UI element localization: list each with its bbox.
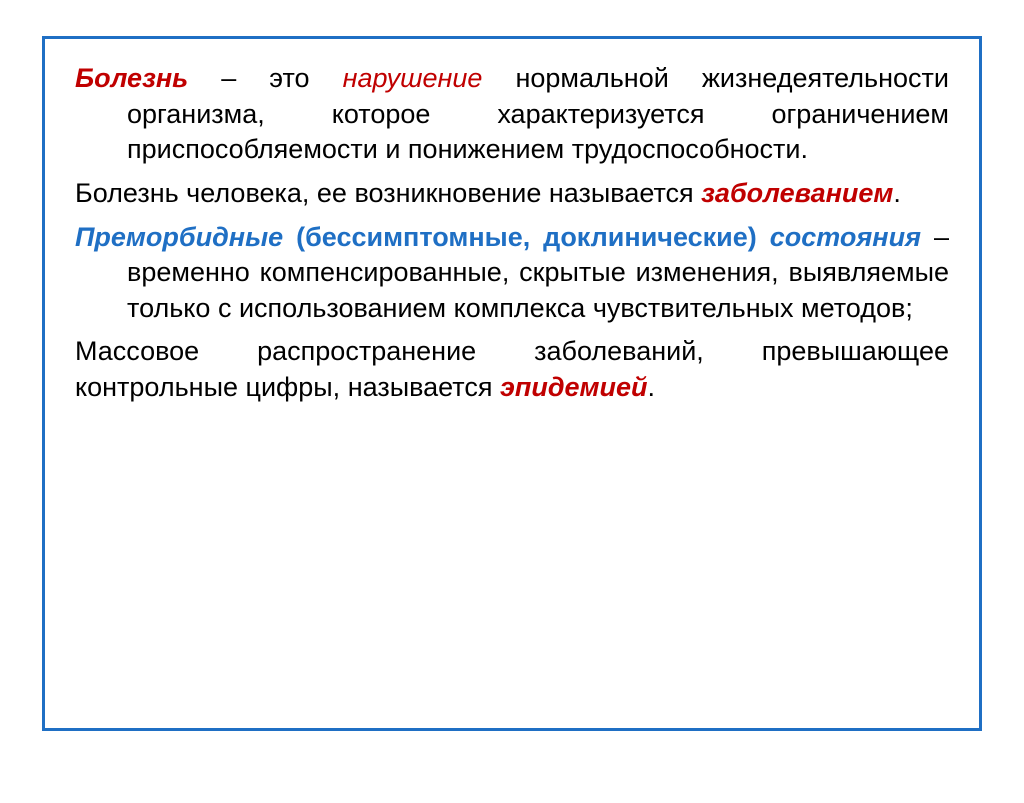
term-illness: заболеванием [701,178,893,208]
text: . [893,178,901,208]
paragraph-premorbid: Преморбидные (бессимптомные, доклиническ… [75,220,949,327]
paragraph-epidemic: Массовое распространение заболеваний, пр… [75,334,949,405]
term-premorbid-paren: (бессимптомные, доклинические) [283,222,770,252]
term-disease: Болезнь [75,63,188,93]
term-states: состояния [770,222,921,252]
term-disturbance: нарушение [343,63,483,93]
term-premorbid: Преморбидные [75,222,283,252]
text: . [648,372,656,402]
slide-frame: Болезнь – это нарушение нормальной жизне… [42,36,982,731]
paragraph-illness: Болезнь человека, ее возникновение назыв… [75,176,949,212]
term-epidemic: эпидемией [500,372,648,402]
paragraph-disease: Болезнь – это нарушение нормальной жизне… [75,61,949,168]
text: – это [188,63,342,93]
text: Болезнь человека, ее возникновение назыв… [75,178,701,208]
